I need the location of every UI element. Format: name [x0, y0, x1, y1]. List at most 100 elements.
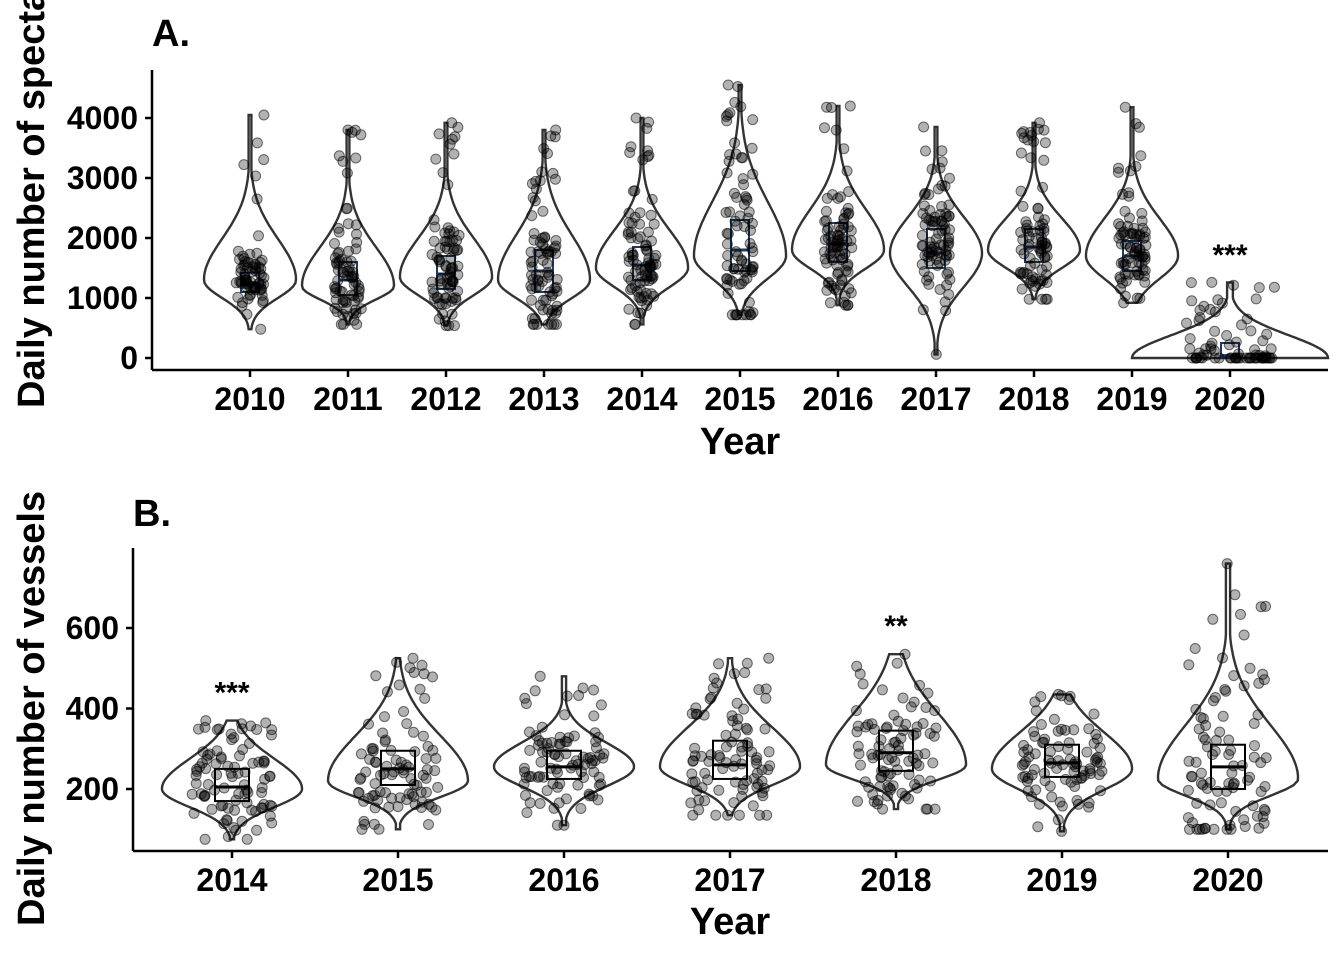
data-point	[642, 151, 654, 163]
data-point	[936, 201, 948, 212]
data-point	[403, 788, 415, 800]
data-point	[1132, 268, 1144, 280]
data-point	[1205, 343, 1217, 355]
data-point	[728, 263, 740, 275]
data-point	[538, 771, 550, 783]
data-point	[838, 296, 850, 308]
data-point	[351, 228, 362, 240]
data-point	[760, 692, 772, 704]
data-point	[1136, 207, 1148, 219]
data-point	[1034, 220, 1046, 232]
data-point	[634, 231, 646, 243]
data-point	[738, 199, 750, 210]
data-point	[941, 268, 953, 280]
data-point	[842, 208, 854, 220]
data-point	[934, 162, 946, 174]
violin-group-2017	[888, 121, 984, 360]
data-point	[588, 710, 600, 722]
data-point	[236, 718, 247, 730]
data-point	[1194, 823, 1205, 835]
data-point	[747, 114, 759, 126]
data-point	[708, 672, 720, 684]
data-point	[439, 227, 451, 239]
data-point	[1226, 767, 1238, 779]
data-point	[194, 761, 206, 773]
data-point	[380, 787, 391, 799]
data-point	[643, 116, 655, 128]
data-point	[355, 303, 367, 315]
data-point	[625, 141, 637, 153]
data-point	[1247, 800, 1259, 812]
data-point	[211, 769, 223, 781]
data-point	[924, 247, 935, 259]
data-point	[923, 278, 935, 290]
data-point	[943, 210, 955, 222]
violin-group-2010	[202, 109, 298, 335]
data-point	[530, 269, 542, 281]
data-point	[703, 755, 715, 767]
data-point	[588, 766, 600, 778]
data-point	[1029, 730, 1041, 742]
data-point	[933, 246, 945, 258]
data-point	[255, 323, 267, 335]
data-point	[910, 727, 922, 739]
data-point	[734, 210, 746, 222]
data-point	[1253, 677, 1265, 689]
panel-a-label: A.	[152, 13, 190, 55]
data-point	[1199, 734, 1211, 746]
data-point	[444, 138, 456, 150]
data-point	[1230, 352, 1242, 364]
data-point	[635, 264, 647, 276]
data-point	[1071, 758, 1083, 770]
violin-outline	[888, 125, 984, 356]
data-point	[721, 238, 733, 250]
data-point	[1095, 785, 1106, 797]
data-point	[534, 798, 546, 809]
data-point	[518, 762, 530, 774]
data-point	[561, 690, 573, 702]
violin-outline	[398, 121, 494, 327]
x-tick-label: 2019	[1096, 381, 1167, 417]
y-tick-label: 2000	[67, 220, 138, 256]
panel-b-plot-area: *****	[160, 558, 1300, 845]
data-point	[537, 746, 549, 758]
data-point	[1217, 710, 1229, 722]
data-point	[1081, 746, 1093, 758]
data-point	[910, 757, 922, 769]
data-point	[1035, 719, 1047, 730]
data-point	[1030, 784, 1042, 796]
data-point	[554, 738, 566, 750]
data-point	[920, 145, 931, 157]
data-point	[1083, 801, 1095, 813]
data-point	[819, 122, 830, 134]
data-point	[372, 794, 384, 806]
violin-outline	[202, 113, 298, 331]
data-point	[551, 304, 563, 316]
data-point	[215, 800, 227, 812]
data-point	[264, 770, 276, 782]
data-point	[1038, 154, 1050, 166]
data-point	[857, 678, 869, 690]
data-point	[452, 260, 464, 272]
data-point	[756, 775, 768, 787]
data-point	[1244, 662, 1256, 674]
data-point	[721, 279, 733, 291]
data-point	[941, 279, 953, 291]
data-point	[642, 226, 654, 238]
data-point	[926, 163, 938, 175]
data-point	[722, 79, 734, 91]
data-point	[529, 685, 541, 697]
data-point	[247, 757, 259, 769]
violin-group-2014	[594, 112, 690, 330]
data-point	[567, 759, 579, 771]
data-point	[350, 219, 362, 231]
data-point	[528, 234, 540, 246]
data-point	[931, 260, 943, 271]
violin-group-2011	[300, 124, 396, 330]
data-point	[1083, 723, 1095, 735]
data-point	[891, 657, 903, 669]
data-point	[1032, 821, 1044, 833]
data-point	[437, 167, 449, 179]
data-point	[550, 248, 562, 259]
